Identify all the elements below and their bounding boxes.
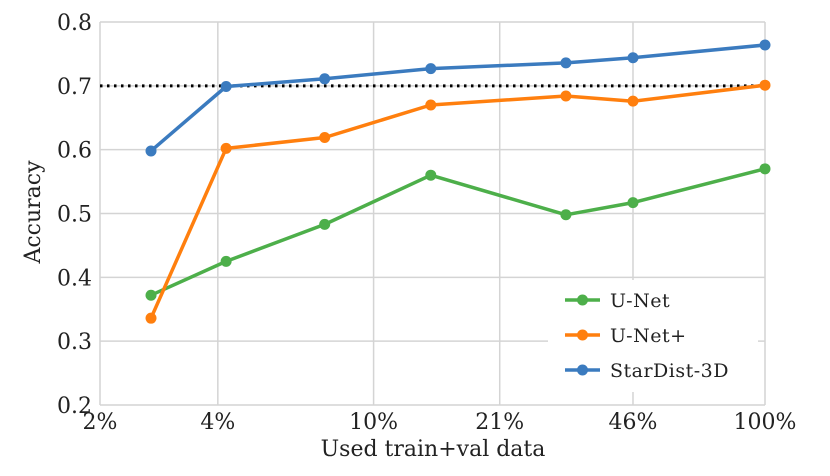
- data-point: [145, 145, 157, 157]
- data-point: [319, 132, 331, 144]
- data-point: [145, 289, 157, 301]
- y-tick-label: 0.4: [57, 266, 92, 291]
- y-tick-label: 0.7: [57, 75, 92, 100]
- x-tick-label: 21%: [475, 410, 524, 435]
- legend-label: StarDist-3D: [610, 360, 729, 382]
- series-stardist-3d: [145, 39, 771, 157]
- data-point: [759, 163, 771, 175]
- data-point: [560, 90, 572, 102]
- y-tick-label: 0.3: [57, 330, 92, 355]
- x-tick-label: 10%: [349, 410, 398, 435]
- data-point: [319, 218, 331, 230]
- x-tick-label: 100%: [734, 410, 797, 435]
- y-tick-label: 0.8: [57, 11, 92, 36]
- data-point: [627, 197, 639, 209]
- data-point: [319, 73, 331, 85]
- data-point: [425, 99, 437, 111]
- y-axis-label: Accuracy: [21, 160, 46, 265]
- x-tick-label: 46%: [609, 410, 658, 435]
- data-point: [145, 312, 157, 324]
- data-point: [425, 63, 437, 75]
- y-tick-label: 0.6: [57, 139, 92, 164]
- y-tick-label: 0.5: [57, 203, 92, 228]
- legend-label: U-Net: [610, 290, 670, 312]
- tick-labels: 0.2 0.3 0.4 0.5 0.6 0.7 0.8 2% 4% 10% 21% 46% 100%: [57, 11, 796, 435]
- y-tick-label: 0.2: [57, 394, 92, 419]
- data-point: [759, 79, 771, 91]
- data-point: [425, 169, 437, 181]
- data-point: [759, 39, 771, 51]
- series-layer: [145, 39, 771, 324]
- x-tick-label: 4%: [200, 410, 235, 435]
- data-point: [560, 209, 572, 221]
- data-point: [627, 95, 639, 107]
- legend-swatch-marker: [577, 329, 588, 341]
- data-point: [560, 57, 572, 69]
- legend-label: U-Net+: [610, 325, 687, 347]
- series-u-net-: [145, 79, 771, 324]
- data-point: [220, 142, 232, 154]
- x-tick-label: 2%: [83, 410, 118, 435]
- legend-swatch-marker: [577, 294, 588, 306]
- series-u-net: [145, 163, 771, 301]
- data-point: [220, 255, 232, 267]
- data-point: [220, 80, 232, 92]
- series-line: [150, 167, 766, 297]
- legend: U-Net U-Net+ StarDist-3D: [548, 280, 758, 392]
- data-point: [627, 52, 639, 64]
- x-axis-label: Used train+val data: [321, 437, 546, 462]
- legend-swatch-marker: [577, 364, 588, 376]
